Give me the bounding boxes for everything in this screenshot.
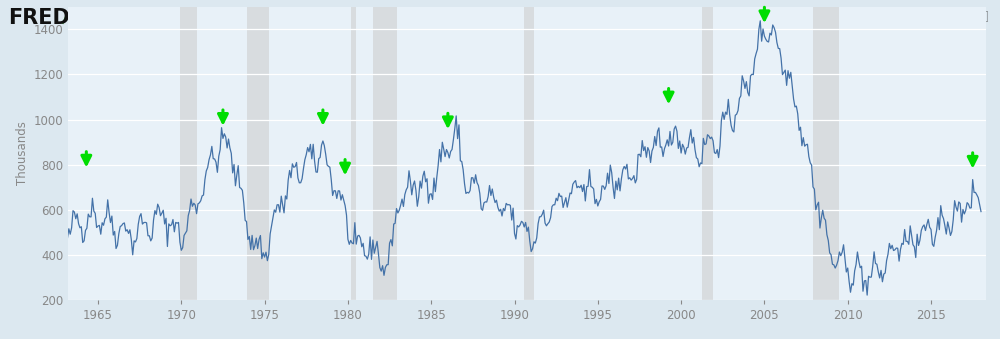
- Bar: [373, 7, 397, 300]
- Text: FRED: FRED: [8, 8, 70, 28]
- Text: ⛶: ⛶: [980, 9, 988, 22]
- Bar: [813, 7, 839, 300]
- Bar: [524, 7, 534, 300]
- Bar: [247, 7, 269, 300]
- Y-axis label: Thousands: Thousands: [16, 121, 29, 185]
- Bar: [702, 7, 713, 300]
- Bar: [180, 7, 197, 300]
- Text: New One Family Houses Sold: United States: New One Family Houses Sold: United State…: [101, 13, 346, 23]
- Bar: [351, 7, 356, 300]
